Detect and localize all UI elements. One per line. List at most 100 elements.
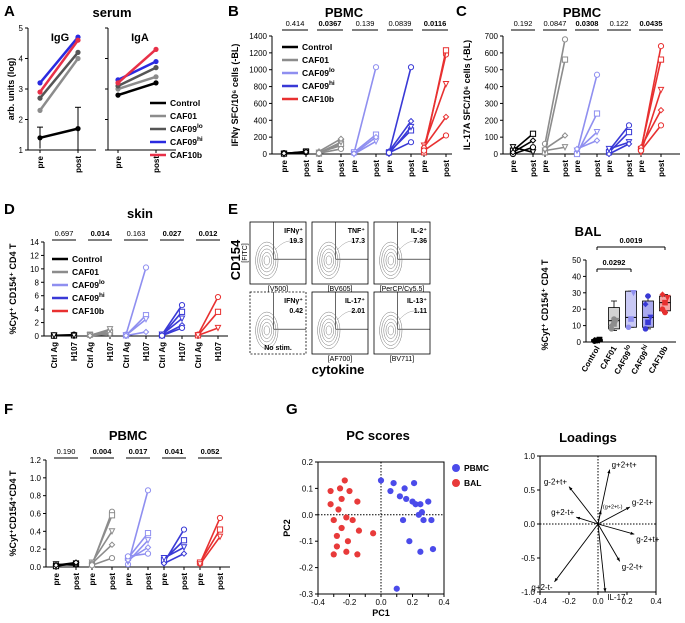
loading-vector <box>597 523 635 535</box>
flow-gate-name: IL-2⁺ <box>411 227 427 235</box>
skin-y-tick-label: 10 <box>30 265 39 274</box>
cyt-pbmc-post-point <box>180 537 188 544</box>
ifng-x-tick-label: post <box>302 160 311 177</box>
skin-pvalue: 0.027 <box>163 229 182 238</box>
bal-point <box>664 294 671 302</box>
ifng-pair-line <box>353 140 377 155</box>
ifng-pair-line <box>423 83 447 146</box>
skin-x-tick-label: H107 <box>106 341 115 361</box>
pc-score-point <box>420 516 427 524</box>
il17-post-point <box>529 144 537 151</box>
loadings-x-tick-label: 0.0 <box>592 597 604 606</box>
flow-axis-channel: [BV605] <box>328 286 353 293</box>
skin-pair-line <box>197 327 219 337</box>
ifng-x-tick-label: pre <box>280 159 289 172</box>
skin-pvalue: 0.163 <box>127 229 146 238</box>
cyt-pbmc-x-tick-label: pre <box>196 572 205 585</box>
cyt-pbmc-pvalue: 0.041 <box>165 447 184 456</box>
bal-box <box>642 300 654 328</box>
serum-x-tick-label: pre <box>36 155 45 168</box>
serum-point <box>37 89 43 95</box>
loadings-y-tick-label: 0.5 <box>524 486 536 495</box>
skin-pvalue: 0.012 <box>199 229 218 238</box>
flow-contour <box>317 311 341 350</box>
serum-point <box>153 74 159 80</box>
serum-series-line <box>117 75 157 91</box>
skin-post-point <box>178 324 186 332</box>
flow-plot <box>373 221 431 285</box>
ifng-pair-line <box>353 133 377 153</box>
cyt-pbmc-x-tick-label: pre <box>88 572 97 585</box>
il17-x-tick-label: pre <box>605 159 614 172</box>
il17-pre-point <box>605 150 613 158</box>
il17-post-point <box>529 130 537 137</box>
serum-series-line <box>39 51 79 99</box>
loading-arrowhead <box>569 486 573 491</box>
serum-series-line <box>39 36 79 84</box>
skin-post-point <box>142 264 150 271</box>
ifng-pair-line <box>318 141 342 154</box>
pc-score-point <box>401 485 408 492</box>
il17-pair-line <box>512 146 534 155</box>
pc-score-point <box>341 477 348 484</box>
flow-plot <box>311 291 369 355</box>
pc-score-point <box>338 524 345 532</box>
il17-x-tick-label: pre <box>509 159 518 172</box>
ifng-x-tick-label: pre <box>420 159 429 172</box>
pc-score-point <box>333 543 340 550</box>
flow-contour <box>381 245 401 276</box>
title-pc-scores: PC scores <box>346 428 410 443</box>
il17-pair-line <box>512 139 534 154</box>
il17-pair-line <box>640 109 662 148</box>
flow-contour <box>387 325 394 336</box>
bal-ylabel: %Cyt⁺ CD154⁺ CD4 T <box>540 259 550 351</box>
il17-x-tick-label: post <box>529 160 538 177</box>
flow-contour <box>383 318 399 343</box>
cyt-pbmc-pair-line <box>199 536 221 565</box>
loading-vector <box>568 486 599 525</box>
skin-ylabel: %Cyt⁺ CD154⁺ CD4 T <box>8 243 18 335</box>
pc-score-point <box>415 511 422 518</box>
cyt-pbmc-pair-line <box>127 546 149 561</box>
skin-post-point <box>106 326 114 334</box>
ifng-post-point <box>442 132 450 139</box>
skin-x-tick-label: Ctrl Ag <box>50 342 59 368</box>
skin-pvalue: 0.697 <box>55 229 74 238</box>
skin-x-tick-label: H107 <box>142 341 151 361</box>
skin-post-point <box>106 330 114 338</box>
il17-pair-line <box>544 134 566 150</box>
serum-y-tick-label: 3 <box>19 85 24 94</box>
loading-label: g-2+t+ <box>544 478 567 487</box>
serum-y-tick-label: 5 <box>19 24 24 33</box>
loading-vector <box>576 516 599 525</box>
pc-scores-x-tick-label: 0.0 <box>375 598 387 607</box>
il17-post-point <box>657 86 665 94</box>
flow-gate-value: 7.36 <box>413 238 427 245</box>
il17-pre-point <box>637 147 645 154</box>
cyt-pbmc-pair-line <box>163 552 185 565</box>
ifng-pair-line <box>388 66 412 154</box>
cyt-pbmc-pair-line <box>127 552 149 558</box>
cyt-pbmc-pre-point <box>88 562 96 569</box>
skin-pre-point <box>194 332 202 340</box>
flow-contour <box>263 325 270 336</box>
pc-score-point <box>355 527 363 534</box>
pc-legend-label: BAL <box>464 478 481 488</box>
cyt-pbmc-x-tick-label: pre <box>52 572 61 585</box>
il17-pre-point <box>509 149 517 156</box>
pc-scores-y-tick-label: -0.1 <box>299 537 313 546</box>
bal-point <box>642 326 649 332</box>
bal-y-tick-label: 0 <box>577 338 582 347</box>
bal-pvalue: 0.0019 <box>620 236 643 245</box>
cyt-pbmc-y-tick-label: 0.0 <box>30 563 42 572</box>
serum-point <box>37 135 43 141</box>
skin-pair-line <box>161 327 183 337</box>
flow-contour <box>261 252 272 269</box>
cyt-pbmc-pvalue: 0.190 <box>57 447 76 456</box>
flow-contour <box>255 241 279 280</box>
skin-x-tick-label: Ctrl Ag <box>86 342 95 368</box>
ifng-post-point <box>372 133 380 141</box>
il17-y-tick-label: 400 <box>485 83 499 92</box>
ifng-x-tick-label: pre <box>315 159 324 172</box>
